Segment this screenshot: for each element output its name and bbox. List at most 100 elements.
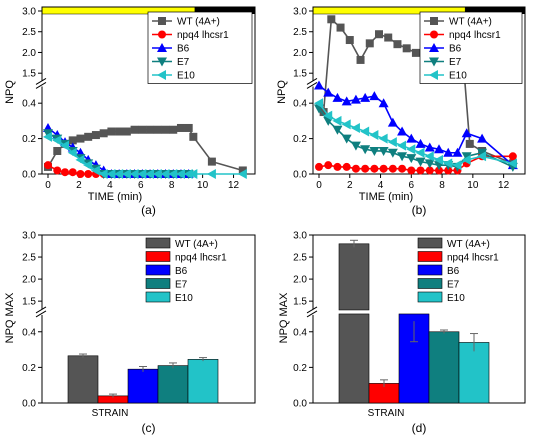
panel-c-bar (187, 359, 219, 404)
panel-a-series-4-point (75, 154, 85, 165)
panel-b-series-4-point (332, 115, 342, 126)
panel-a-legend-swatch-marker (157, 57, 167, 67)
panel-a-series-0-point (176, 123, 185, 132)
panel-a-series-0-point (115, 127, 124, 136)
panel-a-series-0-point (146, 125, 155, 134)
panel-b-series-2-point (341, 96, 352, 106)
panel-b-y-tick-label: 1.5 (293, 69, 307, 80)
panel-d-y-tick-label: 1.5 (293, 297, 307, 308)
panel-b-dark-period-bar (465, 7, 525, 14)
panel-a-series-0-point (189, 132, 198, 141)
panel-c-y-tick-label: 0.2 (22, 363, 36, 374)
panel-b-series-0-point (384, 33, 393, 42)
panel-c-y-tick-label: 1.5 (22, 297, 36, 308)
panel-b-x-tick-label: 8 (439, 180, 445, 191)
panel-b-series-4-point (507, 158, 517, 169)
panel-b-x-axis-label: TIME (min) (359, 191, 413, 203)
panel-a-y-tick-label: 0.2 (22, 134, 36, 145)
panel-d-legend-label: E10 (447, 293, 465, 304)
panel-b-series-1-point (315, 162, 323, 171)
panel-b-series-4-point (477, 151, 487, 162)
panel-a-series-1-point (76, 170, 85, 178)
panel-b-legend-label: E10 (449, 71, 467, 82)
panel-d-legend-swatch (417, 291, 443, 303)
panel-b-series-4-point (314, 98, 323, 109)
panel-b-legend-label: WT (4A+) (449, 17, 492, 28)
panel-a-x-tick-label: 2 (76, 180, 82, 191)
panel-d-y-tick-label: 0.2 (293, 363, 307, 374)
panel-b-axis-break-mark (306, 82, 318, 89)
panel-a-series-4-point (52, 135, 62, 146)
panel-b-series-0-point (393, 40, 402, 49)
panel-b-series-2-point (461, 128, 472, 138)
panel-d-legend-label: B6 (447, 266, 460, 277)
panel-a-y-tick-label: 0.4 (22, 99, 36, 110)
panel-b-series-1-point (388, 164, 397, 173)
panel-a-series-4-point (237, 169, 247, 179)
panel-b-series-1-point (333, 162, 342, 171)
panel-a-series-4-point (60, 140, 70, 151)
panel-d-y-tick-label: 3.0 (293, 231, 307, 242)
panel-a-series-4-point (98, 169, 108, 179)
panel-b-series-0-point (319, 108, 328, 117)
panel-a-series-0-point (91, 131, 100, 140)
panel-d-legend-label: npq4 lhcsr1 (447, 253, 499, 264)
panel-b-legend-swatch-marker (430, 17, 438, 25)
panel-c-legend-label: E10 (175, 293, 193, 304)
panel-d-y-tick-label: 0.4 (293, 327, 307, 338)
panel-d-bar (428, 331, 460, 404)
panel-b-x-tick-label: 6 (409, 180, 415, 191)
panel-a-series-1-point (44, 161, 52, 170)
panel-c-bar (127, 368, 159, 404)
panel-b-series-4-point (341, 119, 351, 130)
panel-b-series-4-point (406, 144, 416, 155)
panel-a-series-4-point (160, 169, 170, 179)
panel-a-series-4-point (206, 169, 216, 179)
panel-a-y-tick-label: 2.0 (22, 48, 36, 59)
panel-b-series-2-point (323, 87, 334, 97)
panel-b-y-axis-label: NPQ (276, 80, 288, 104)
panel-b-series-2-point (350, 94, 361, 104)
panel-d-legend-swatch (417, 237, 443, 249)
panel-b-series-2-point (443, 147, 454, 157)
panel-a-y-tick-label: 2.5 (22, 27, 36, 38)
panel-a-x-tick-label: 4 (107, 180, 113, 191)
panel-c-y-axis-label: NPQ MAX (4, 292, 16, 343)
panel-b-series-4-point (369, 130, 379, 141)
panel-a-y-tick-label: 0.0 (22, 170, 36, 181)
panel-b-y-tick-label: 0.0 (293, 170, 307, 181)
panel-a-x-tick-label: 10 (197, 180, 209, 191)
panel-b-series-2-point (378, 98, 389, 108)
panel-d-axis-break-mark (306, 310, 318, 318)
panel-b-series-4-point (378, 133, 388, 144)
panel-b-series-2-point (406, 133, 417, 143)
panel-a-series-1-point (61, 168, 70, 177)
panel-b-series-4-point (424, 151, 434, 162)
panel-c-y-tick-label: 2.5 (22, 253, 36, 264)
panel-b-series-1-point (370, 164, 379, 173)
panel-b-series-1-point (379, 164, 388, 173)
panel-b-series-3-point (341, 134, 352, 144)
panel-a-y-tick-label: 3.0 (22, 7, 36, 18)
panel-c-y-tick-label: 3.0 (22, 231, 36, 242)
panel-a-series-0-point (169, 125, 178, 134)
panel-d-x-axis-label: STRAIN (368, 408, 405, 419)
panel-b-series-3-point (397, 152, 408, 162)
panel-b-series-4-point (461, 154, 471, 165)
panel-a-series-4-point (183, 169, 193, 179)
panel-c-legend-label: E7 (175, 280, 188, 291)
panel-b-series-0-point (356, 55, 365, 64)
panel-b-legend-swatch-marker (429, 57, 439, 67)
panel-a-series-0-point (207, 157, 216, 166)
panel-b-series-3-point (369, 146, 380, 156)
panel-b-series-2-point (424, 142, 435, 152)
panel-b-series-2-point (387, 117, 398, 127)
panel-b-series-2-point (477, 133, 488, 143)
panel-b-axis-break-gap (307, 80, 317, 87)
panel-d-legend-label: E7 (447, 280, 460, 291)
panel-a-axis-break-mark (35, 82, 47, 89)
panel-b-series-2-point (452, 147, 463, 157)
panel-c-legend-label: npq4 lhcsr1 (175, 253, 227, 264)
panel-c-bar (67, 355, 99, 404)
panel-a-legend-swatch-marker (157, 70, 166, 80)
